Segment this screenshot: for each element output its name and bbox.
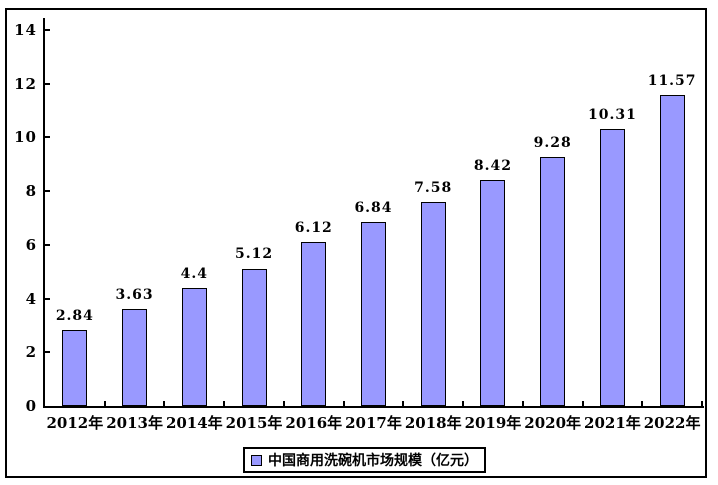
y-tick-label: 12 bbox=[14, 74, 37, 93]
x-tick-label: 2015年 bbox=[225, 414, 283, 432]
x-tick-label: 2022年 bbox=[643, 414, 701, 432]
legend-label: 中国商用洗碗机市场规模（亿元） bbox=[268, 453, 478, 469]
bar-value-label: 2.84 bbox=[55, 307, 94, 324]
bar-value-label: 6.12 bbox=[294, 219, 333, 236]
x-axis-tick bbox=[163, 401, 166, 406]
x-axis-tick bbox=[462, 401, 465, 406]
x-axis-tick bbox=[521, 401, 524, 406]
x-axis-tick bbox=[581, 401, 584, 406]
bar-value-label: 4.4 bbox=[180, 265, 208, 282]
x-axis-tick bbox=[282, 401, 285, 406]
bar-value-label: 9.28 bbox=[533, 134, 572, 151]
bar-value-label: 3.63 bbox=[115, 286, 154, 303]
bar-2013年 bbox=[122, 308, 148, 406]
y-axis-tick bbox=[45, 136, 50, 139]
x-tick-label: 2019年 bbox=[464, 414, 522, 432]
bar-2017年 bbox=[361, 222, 386, 406]
y-axis-tick bbox=[45, 29, 50, 31]
x-tick-label: 2014年 bbox=[165, 414, 223, 432]
bar-2022年 bbox=[659, 95, 685, 406]
x-tick-label: 2017年 bbox=[345, 414, 402, 432]
x-tick-label: 2013年 bbox=[106, 414, 163, 432]
y-axis-tick bbox=[45, 243, 50, 246]
x-tick-label: 2020年 bbox=[524, 414, 582, 432]
y-axis-tick bbox=[45, 82, 50, 85]
bar-2016年 bbox=[301, 241, 327, 406]
bar-value-label: 10.31 bbox=[587, 107, 637, 124]
x-tick-label: 2012年 bbox=[46, 414, 104, 432]
bar-2014年 bbox=[181, 287, 207, 406]
x-axis bbox=[43, 406, 704, 408]
x-axis-tick bbox=[342, 401, 345, 406]
y-axis bbox=[43, 18, 45, 408]
y-tick-label: 2 bbox=[25, 343, 37, 362]
x-axis-tick bbox=[641, 401, 644, 406]
legend-marker-icon bbox=[251, 454, 262, 466]
bar-2020年 bbox=[540, 156, 566, 406]
x-axis-tick bbox=[402, 401, 405, 406]
x-axis-tick bbox=[103, 401, 106, 406]
x-axis-tick bbox=[223, 401, 226, 406]
bar-2018年 bbox=[420, 202, 446, 406]
y-tick-label: 6 bbox=[25, 235, 37, 254]
bar-2015年 bbox=[241, 268, 267, 406]
y-tick-label: 4 bbox=[25, 289, 37, 308]
x-axis-tick bbox=[701, 401, 703, 406]
bar-2021年 bbox=[599, 129, 625, 406]
y-axis-tick bbox=[45, 297, 50, 300]
x-tick-label: 2018年 bbox=[404, 414, 462, 432]
x-tick-label: 2016年 bbox=[285, 414, 343, 432]
bar-value-label: 6.84 bbox=[354, 200, 393, 217]
bar-value-label: 8.42 bbox=[473, 157, 512, 174]
bar-2019年 bbox=[480, 179, 506, 406]
chart-border bbox=[5, 8, 707, 478]
bar-value-label: 11.57 bbox=[647, 73, 697, 90]
y-tick-label: 10 bbox=[14, 128, 37, 147]
y-tick-label: 0 bbox=[25, 397, 37, 415]
y-axis-tick bbox=[45, 351, 50, 354]
bar-value-label: 5.12 bbox=[234, 246, 274, 263]
bar-2012年 bbox=[62, 329, 88, 406]
y-axis-tick bbox=[45, 190, 50, 193]
y-tick-label: 14 bbox=[14, 21, 37, 39]
bar-value-label: 7.58 bbox=[414, 180, 453, 197]
plot-area: 2.84 3.63 4.4 5.12 6.12 6.84 7.58 8.42 9.28 10.31… bbox=[43, 18, 704, 408]
y-tick-label: 8 bbox=[25, 182, 37, 201]
legend: 中国商用洗碗机市场规模（亿元） bbox=[243, 447, 486, 473]
x-tick-label: 2021年 bbox=[584, 414, 641, 432]
